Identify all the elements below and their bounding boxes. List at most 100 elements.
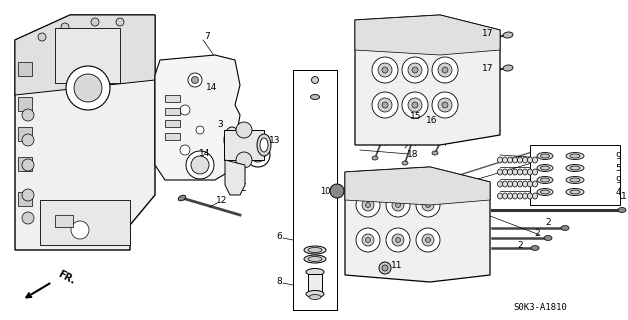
Text: 15: 15: [410, 111, 422, 121]
Ellipse shape: [236, 122, 252, 138]
Circle shape: [91, 18, 99, 26]
Circle shape: [442, 102, 448, 108]
Ellipse shape: [570, 166, 580, 170]
Bar: [18, 62, 32, 76]
Bar: [165, 133, 180, 140]
Circle shape: [116, 18, 124, 26]
Circle shape: [438, 98, 452, 112]
Ellipse shape: [502, 169, 507, 175]
Circle shape: [442, 67, 448, 73]
Circle shape: [38, 33, 46, 41]
Polygon shape: [225, 160, 245, 195]
Ellipse shape: [497, 157, 502, 163]
Circle shape: [22, 134, 34, 146]
Text: 4: 4: [615, 188, 621, 196]
Circle shape: [392, 199, 404, 211]
Circle shape: [372, 92, 398, 118]
Circle shape: [426, 203, 431, 207]
Bar: [293, 70, 337, 310]
Bar: [165, 108, 180, 115]
Circle shape: [330, 184, 344, 198]
Polygon shape: [345, 167, 490, 205]
Circle shape: [196, 126, 204, 134]
Text: 2: 2: [534, 228, 540, 237]
Ellipse shape: [260, 138, 268, 152]
Circle shape: [386, 193, 410, 217]
Ellipse shape: [528, 193, 533, 199]
Text: 13: 13: [269, 135, 281, 145]
Ellipse shape: [566, 177, 584, 183]
Text: 8: 8: [276, 276, 282, 285]
Ellipse shape: [531, 245, 539, 251]
Circle shape: [382, 265, 388, 271]
Ellipse shape: [502, 157, 507, 163]
Ellipse shape: [178, 195, 186, 201]
Circle shape: [362, 234, 374, 246]
Text: 7: 7: [204, 31, 210, 41]
Ellipse shape: [533, 157, 538, 163]
Polygon shape: [155, 55, 240, 180]
Circle shape: [180, 145, 190, 155]
Ellipse shape: [311, 76, 318, 84]
Ellipse shape: [306, 268, 324, 276]
Ellipse shape: [537, 177, 553, 183]
Ellipse shape: [512, 169, 517, 175]
Text: 5: 5: [615, 164, 621, 172]
Bar: [40, 200, 130, 245]
Polygon shape: [355, 15, 500, 55]
Ellipse shape: [308, 247, 322, 252]
Ellipse shape: [497, 193, 502, 199]
Circle shape: [192, 76, 198, 84]
Ellipse shape: [309, 294, 321, 300]
Ellipse shape: [502, 193, 507, 199]
Ellipse shape: [512, 193, 517, 199]
Ellipse shape: [517, 169, 522, 175]
Text: 1: 1: [621, 191, 627, 201]
Ellipse shape: [503, 32, 513, 38]
Polygon shape: [15, 15, 155, 250]
Ellipse shape: [372, 156, 378, 160]
Polygon shape: [345, 167, 490, 282]
Circle shape: [71, 221, 89, 239]
Ellipse shape: [541, 166, 550, 170]
Circle shape: [392, 234, 404, 246]
Circle shape: [382, 67, 388, 73]
Bar: [293, 70, 337, 310]
Circle shape: [382, 102, 388, 108]
Circle shape: [378, 63, 392, 77]
Text: 10: 10: [320, 187, 330, 196]
Ellipse shape: [533, 193, 538, 199]
Bar: [530, 145, 620, 205]
Text: S0K3-A1810: S0K3-A1810: [513, 303, 567, 313]
Circle shape: [432, 92, 458, 118]
Ellipse shape: [432, 151, 438, 155]
Circle shape: [396, 237, 401, 243]
Ellipse shape: [522, 157, 528, 163]
Ellipse shape: [191, 156, 209, 174]
Text: 17: 17: [482, 63, 494, 73]
Circle shape: [22, 212, 34, 224]
Circle shape: [412, 67, 418, 73]
Ellipse shape: [224, 127, 240, 153]
Ellipse shape: [502, 181, 507, 187]
Ellipse shape: [570, 190, 580, 194]
Ellipse shape: [257, 134, 271, 156]
Circle shape: [396, 203, 401, 207]
Ellipse shape: [310, 94, 320, 100]
Ellipse shape: [517, 157, 522, 163]
Bar: [308, 274, 322, 294]
Circle shape: [356, 193, 380, 217]
Bar: [55, 28, 120, 83]
Polygon shape: [355, 15, 500, 145]
Text: 16: 16: [426, 116, 438, 124]
Bar: [165, 120, 180, 127]
Ellipse shape: [541, 190, 550, 194]
Ellipse shape: [512, 181, 517, 187]
Bar: [55, 215, 73, 227]
Text: 17: 17: [482, 28, 494, 37]
Ellipse shape: [507, 169, 512, 175]
Circle shape: [379, 262, 391, 274]
Circle shape: [61, 23, 69, 31]
Ellipse shape: [528, 181, 533, 187]
Ellipse shape: [402, 161, 408, 165]
